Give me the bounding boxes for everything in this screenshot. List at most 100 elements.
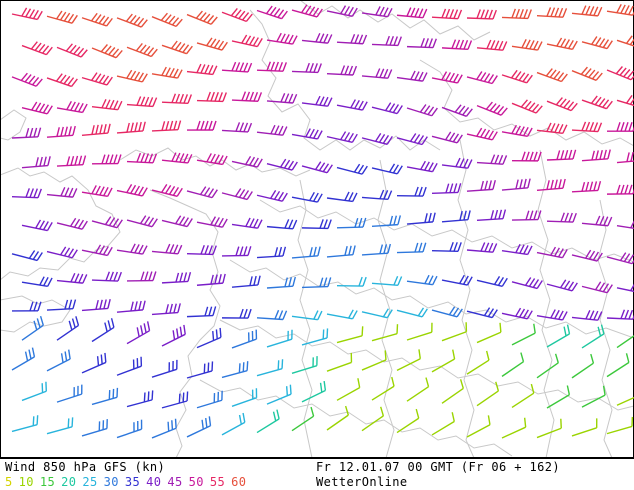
- wind-barb: [21, 381, 48, 402]
- wind-barb: [91, 271, 122, 282]
- wind-barb: [46, 73, 78, 88]
- wind-barb: [326, 405, 349, 431]
- wind-barb: [546, 97, 578, 112]
- wind-barb: [231, 155, 263, 168]
- wind-barb: [11, 72, 43, 87]
- wind-barb: [336, 326, 364, 344]
- wind-barb: [81, 244, 113, 257]
- wind-barb: [326, 309, 358, 320]
- wind-barb: [81, 72, 113, 86]
- wind-barb: [431, 349, 456, 373]
- wind-barb: [256, 61, 287, 72]
- wind-barb: [336, 99, 368, 111]
- wind-barb: [231, 34, 263, 48]
- wind-barb: [571, 418, 598, 437]
- scale-value-30: 30: [103, 475, 119, 489]
- wind-barb: [221, 122, 253, 133]
- wind-barb: [116, 69, 148, 83]
- wind-barb: [81, 352, 107, 374]
- wind-barb: [546, 385, 571, 409]
- wind-barb: [221, 308, 252, 319]
- wind-barb: [21, 101, 53, 115]
- wind-barb: [231, 275, 261, 288]
- wind-barb: [151, 120, 182, 132]
- wind-barb: [581, 149, 611, 162]
- scale-value-35: 35: [124, 475, 141, 489]
- wind-barb: [56, 316, 80, 341]
- wind-barb: [126, 43, 158, 58]
- wind-barb: [81, 12, 113, 27]
- wind-barb: [116, 419, 143, 439]
- wind-barb: [466, 307, 498, 319]
- wind-barb: [501, 178, 531, 191]
- wind-barb: [336, 276, 367, 287]
- wind-barb: [256, 409, 280, 434]
- wind-barb: [406, 160, 438, 173]
- wind-barb: [511, 323, 536, 346]
- wind-barb: [11, 127, 42, 139]
- wind-barb: [196, 216, 228, 228]
- wind-barb: [326, 5, 358, 17]
- wind-barb: [291, 62, 322, 74]
- wind-barb: [126, 390, 154, 408]
- wind-barb: [361, 68, 393, 79]
- wind-barb: [501, 243, 533, 256]
- wind-barb: [536, 178, 566, 192]
- wind-barb: [361, 189, 393, 201]
- wind-barb: [196, 273, 226, 286]
- wind-barb: [186, 186, 218, 199]
- wind-barb: [616, 35, 634, 50]
- wind-barb: [581, 385, 606, 408]
- wind-barb: [231, 217, 263, 229]
- wind-barb: [476, 154, 508, 165]
- wind-barbs-layer: [11, 3, 634, 439]
- wind-barb: [116, 356, 143, 376]
- wind-barb: [571, 5, 603, 17]
- wind-barb: [256, 309, 288, 321]
- wind-barb: [46, 187, 78, 198]
- wind-barb: [431, 412, 455, 436]
- wind-barb: [501, 69, 533, 84]
- wind-barb: [301, 328, 329, 346]
- wind-barb: [11, 415, 39, 433]
- wind-barb: [151, 418, 177, 439]
- wind-barb: [581, 324, 605, 349]
- wind-barb: [151, 359, 178, 378]
- wind-barb: [476, 209, 507, 222]
- wind-barb: [151, 66, 183, 79]
- wind-barb: [151, 12, 183, 28]
- wind-barb: [466, 127, 498, 141]
- wind-barb: [396, 186, 427, 197]
- wind-barb: [161, 93, 193, 105]
- scale-value-5: 5: [5, 475, 13, 489]
- wind-barb: [336, 163, 368, 175]
- wind-barb: [441, 210, 471, 223]
- wind-barb: [151, 243, 183, 255]
- wind-barb: [56, 155, 87, 167]
- wind-barb: [616, 332, 634, 349]
- wind-barb: [291, 310, 323, 321]
- wind-barb: [466, 9, 497, 20]
- wind-barb: [161, 152, 193, 164]
- wind-barb: [406, 104, 438, 117]
- wind-barb: [536, 7, 568, 18]
- wind-barb: [91, 98, 123, 111]
- wind-barb: [291, 4, 323, 18]
- wind-barb: [161, 324, 186, 347]
- wind-barb: [301, 277, 332, 289]
- wind-barb: [371, 163, 403, 175]
- wind-barb: [441, 274, 473, 286]
- wind-barb: [361, 243, 392, 256]
- scale-value-55: 55: [209, 475, 226, 489]
- wind-barb: [511, 151, 542, 162]
- wind-barb: [196, 153, 228, 166]
- wind-barb: [431, 183, 462, 195]
- wind-barb: [431, 8, 463, 20]
- wind-barb: [56, 100, 88, 114]
- wind-barb: [161, 391, 189, 409]
- wind-barb: [186, 63, 218, 76]
- scale-value-25: 25: [82, 475, 98, 489]
- product-label: Wind 850 hPa GFS (kn): [5, 460, 166, 474]
- wind-barb: [546, 37, 578, 51]
- wind-barb: [501, 8, 532, 20]
